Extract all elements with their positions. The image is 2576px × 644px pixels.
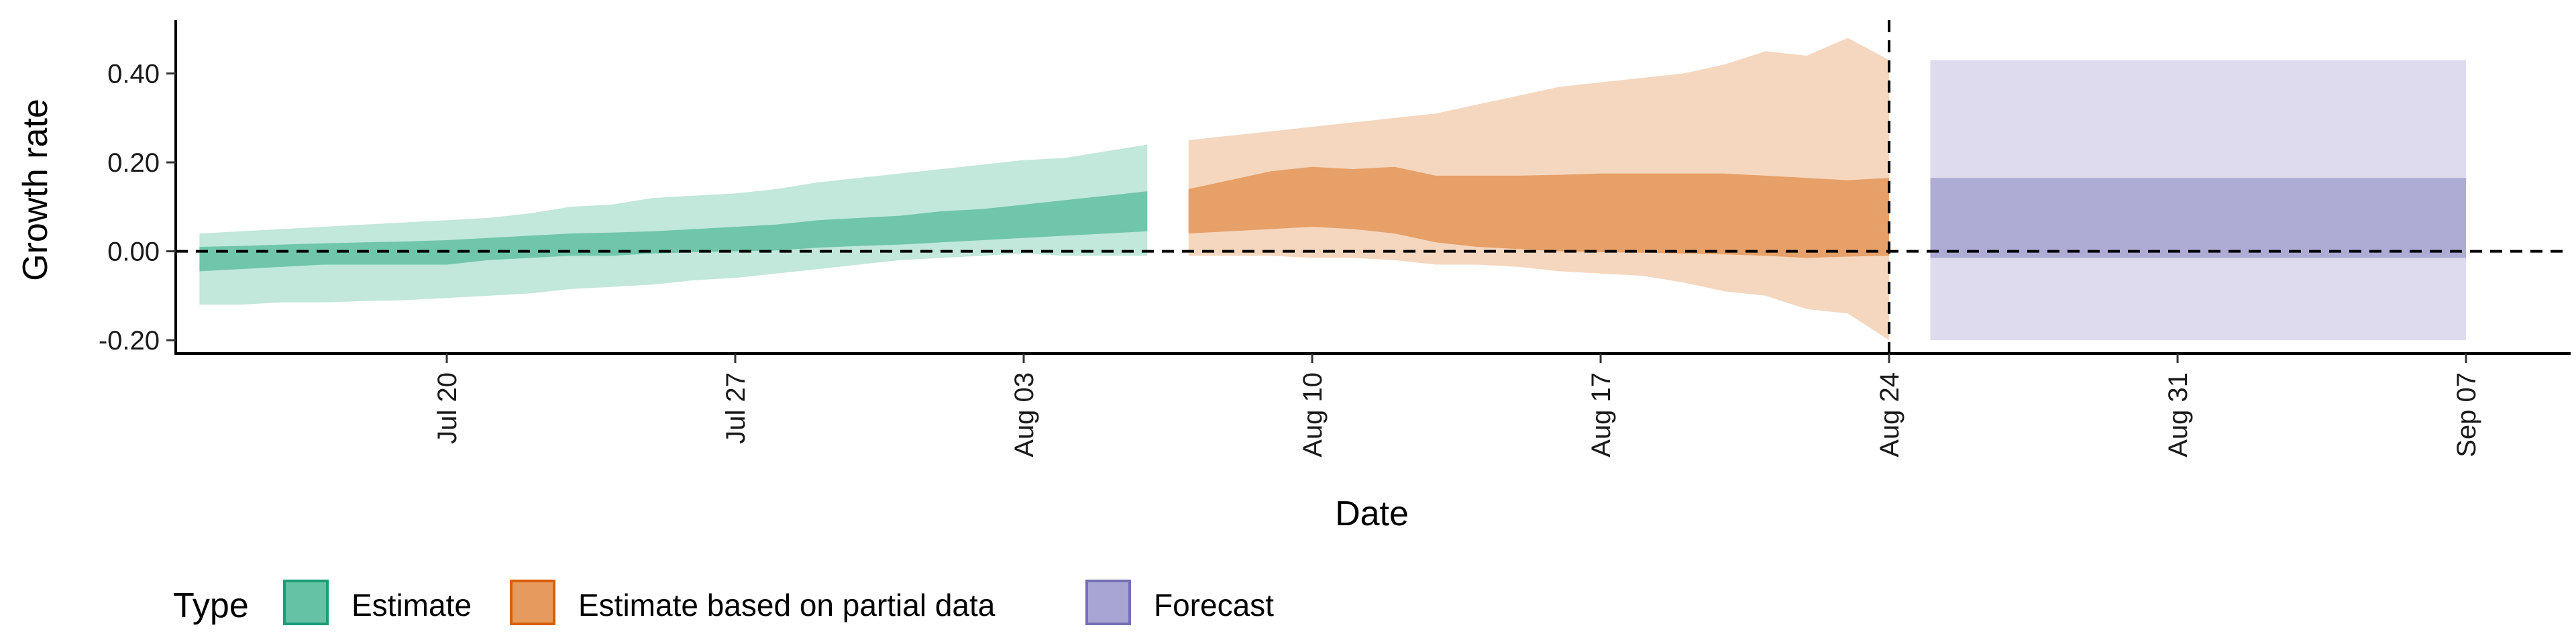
- series-1-inner-band: [1188, 166, 1890, 258]
- y-tick-label-2: 0.20: [107, 148, 160, 178]
- legend-label-2: Forecast: [1154, 588, 1274, 623]
- y-tick-label-1: 0.00: [107, 237, 160, 267]
- x-tick-label-2: Aug 03: [1010, 372, 1039, 458]
- x-tick-label-4: Aug 17: [1587, 372, 1616, 458]
- y-axis-title: Growth rate: [16, 99, 55, 281]
- series-2-inner-band: [1930, 178, 2467, 258]
- legend-title: Type: [173, 586, 249, 625]
- legend: Type Estimate Estimate based on partial d…: [173, 580, 1274, 625]
- legend-key-0: [283, 580, 329, 625]
- x-tick-label-6: Aug 31: [2163, 372, 2193, 458]
- x-tick-label-5: Aug 24: [1875, 372, 1904, 458]
- x-tick-label-7: Sep 07: [2452, 372, 2481, 458]
- x-tick-label-3: Aug 10: [1298, 372, 1328, 458]
- x-tick-label-1: Jul 27: [721, 372, 751, 444]
- legend-key-1: [510, 580, 555, 625]
- x-tick-label-0: Jul 20: [433, 372, 462, 444]
- plot-area: [176, 20, 2571, 354]
- x-axis-title: Date: [1335, 494, 1409, 533]
- series-0-inner-band: [199, 191, 1148, 272]
- legend-key-2: [1085, 580, 1131, 625]
- legend-label-0: Estimate: [352, 588, 472, 623]
- axes: -0.20 0.00 0.20 0.40 Jul 20 Jul 27 Aug 03 Aug 1…: [99, 20, 2571, 458]
- y-tick-label-3: 0.40: [107, 60, 160, 89]
- y-tick-label-0: -0.20: [99, 326, 160, 356]
- legend-label-1: Estimate based on partial data: [578, 588, 996, 623]
